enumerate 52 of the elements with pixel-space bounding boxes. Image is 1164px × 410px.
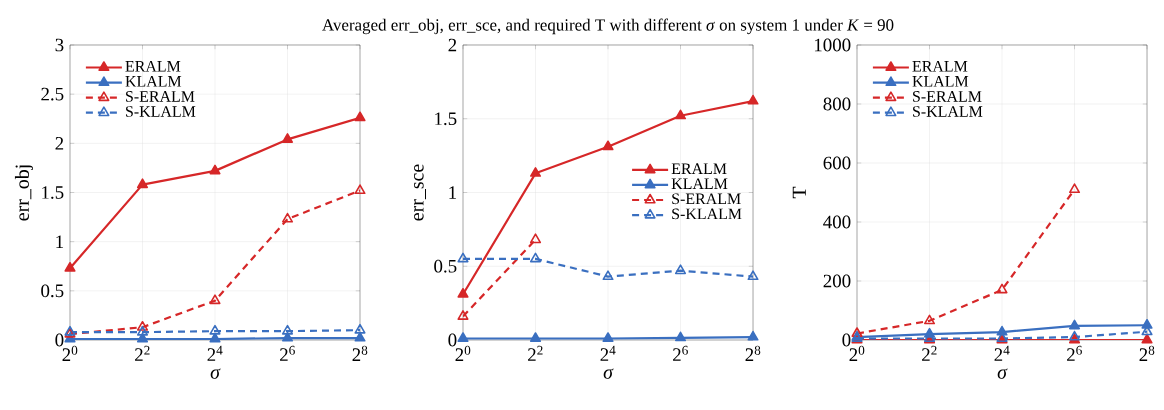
- y-tick-label: 1000: [814, 38, 851, 52]
- y-axis-title: err_sce: [414, 164, 426, 221]
- legend-label: S-KLALM: [672, 208, 742, 220]
- legend-label: S-KLALM: [126, 106, 196, 117]
- legend-label: ERALM: [125, 60, 181, 72]
- y-axis-title: err_obj: [14, 165, 33, 221]
- y-tick-label: 0.5: [41, 284, 64, 298]
- x-tick-label: 2$^{2}$: [135, 345, 150, 361]
- legend-label: KLALM: [912, 76, 969, 87]
- y-tick-label: 600: [823, 156, 851, 170]
- x-tick-label: 2$^{6}$: [673, 345, 688, 361]
- x-tick-label: 2$^{0}$: [849, 345, 865, 361]
- y-tick-label: 2: [55, 137, 64, 150]
- y-tick-label: 400: [823, 215, 851, 229]
- x-tick-label: 2$^{4}$: [994, 345, 1010, 361]
- x-axis-title: σ: [210, 368, 221, 379]
- legend-label: ERALM: [671, 163, 727, 174]
- y-tick-label: 800: [823, 97, 851, 111]
- y-tick-label: 0: [55, 333, 64, 347]
- y-tick-label: 0.5: [434, 259, 457, 273]
- legend-label: S-ERALM: [126, 91, 195, 102]
- y-axis-title: T: [792, 186, 806, 199]
- y-tick-label: 1.5: [435, 112, 457, 126]
- legend-label: ERALM: [912, 60, 968, 72]
- legend-label: S-ERALM: [913, 91, 982, 102]
- legend-label: KLALM: [671, 178, 728, 189]
- y-tick-label: 1: [449, 186, 457, 199]
- legend-label: S-KLALM: [913, 106, 983, 117]
- y-tick-label: 0: [448, 333, 457, 347]
- x-tick-label: 2$^{8}$: [352, 345, 368, 361]
- x-tick-label: 2$^{0}$: [455, 345, 471, 361]
- x-axis-title: σ: [603, 368, 614, 379]
- x-tick-label: 2$^{2}$: [528, 345, 543, 361]
- y-tick-label: 0: [842, 333, 851, 347]
- chart-title: Averaged err_obj, err_sce, and required T with different σ on system 1 under K = 90: [322, 18, 894, 35]
- x-axis-title: σ: [997, 368, 1008, 379]
- x-tick-label: 2$^{4}$: [600, 345, 616, 361]
- legend-label: S-ERALM: [672, 193, 741, 205]
- x-tick-label: 2$^{4}$: [207, 345, 223, 361]
- y-tick-label: 1: [56, 235, 64, 248]
- y-tick-label: 2.5: [41, 87, 64, 101]
- y-tick-label: 2: [448, 38, 457, 52]
- y-tick-label: 200: [823, 274, 851, 288]
- y-tick-label: 1.5: [42, 186, 64, 199]
- y-tick-label: 3: [55, 38, 64, 52]
- x-tick-label: 2$^{2}$: [922, 345, 937, 361]
- x-tick-label: 2$^{0}$: [62, 345, 78, 361]
- legend-label: KLALM: [125, 76, 182, 87]
- x-tick-label: 2$^{8}$: [1139, 345, 1155, 361]
- x-tick-label: 2$^{6}$: [1067, 345, 1082, 361]
- x-tick-label: 2$^{6}$: [280, 345, 295, 361]
- x-tick-label: 2$^{8}$: [745, 345, 761, 361]
